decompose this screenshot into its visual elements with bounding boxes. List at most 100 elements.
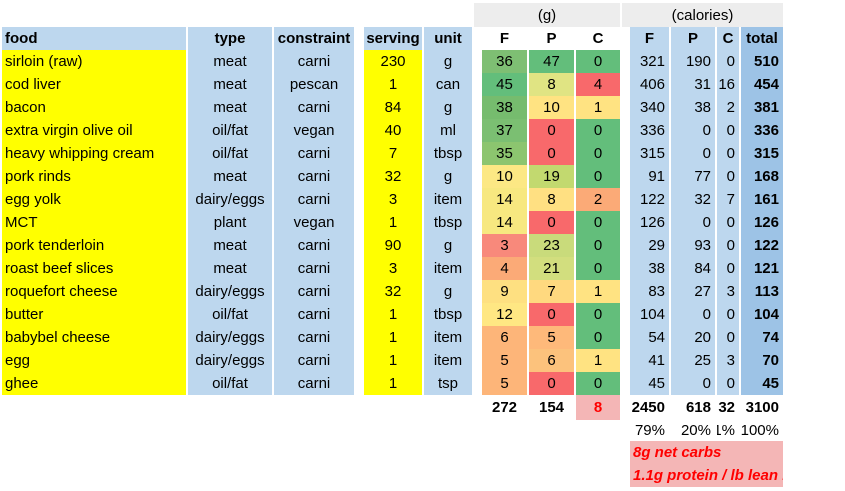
constraint-cell[interactable]: carni (274, 96, 354, 119)
constraint-cell[interactable]: carni (274, 280, 354, 303)
carb-calories-cell[interactable]: 3 (717, 349, 739, 372)
protein-calories-cell[interactable]: 20 (671, 326, 715, 349)
header-gF[interactable]: F (499, 30, 510, 47)
carb-grams-cell[interactable]: 4 (576, 73, 620, 96)
food-cell[interactable]: cod liver (2, 73, 186, 96)
unit-cell[interactable]: tbsp (424, 211, 472, 234)
food-cell[interactable]: pork tenderloin (2, 234, 186, 257)
type-cell[interactable]: oil/fat (188, 142, 272, 165)
fat-grams-cell[interactable]: 45 (482, 73, 527, 96)
type-cell[interactable]: dairy/eggs (188, 280, 272, 303)
serving-cell[interactable]: 84 (364, 96, 422, 119)
total-percent[interactable]: 100% (741, 422, 779, 439)
serving-cell[interactable]: 1 (364, 303, 422, 326)
protein-grams-cell[interactable]: 6 (529, 349, 574, 372)
protein-grams-cell[interactable]: 21 (529, 257, 574, 280)
unit-cell[interactable]: g (424, 280, 472, 303)
constraint-cell[interactable]: carni (274, 372, 354, 395)
protein-calories-cell[interactable]: 0 (671, 142, 715, 165)
total-calories-cell[interactable]: 381 (741, 96, 783, 119)
food-cell[interactable]: sirloin (raw) (2, 50, 186, 73)
food-cell[interactable]: pork rinds (2, 165, 186, 188)
fat-calories-cell[interactable]: 83 (630, 280, 669, 303)
type-cell[interactable]: plant (188, 211, 272, 234)
fat-grams-cell[interactable]: 4 (482, 257, 527, 280)
constraint-cell[interactable]: carni (274, 303, 354, 326)
protein-calories-cell[interactable]: 31 (671, 73, 715, 96)
protein-calories-cell[interactable]: 27 (671, 280, 715, 303)
header-unit[interactable]: unit (424, 27, 472, 50)
header-food[interactable]: food (2, 27, 186, 50)
serving-cell[interactable]: 32 (364, 280, 422, 303)
fat-calories-cell[interactable]: 321 (630, 50, 669, 73)
total-calories[interactable]: 3100 (745, 399, 779, 416)
fat-grams-cell[interactable]: 35 (482, 142, 527, 165)
header-type[interactable]: type (188, 27, 272, 50)
protein-calories-cell[interactable]: 0 (671, 211, 715, 234)
carb-calories-cell[interactable]: 2 (717, 96, 739, 119)
total-carb-grams[interactable]: 8 (576, 395, 620, 420)
protein-calories-cell[interactable]: 0 (671, 303, 715, 326)
type-cell[interactable]: dairy/eggs (188, 188, 272, 211)
food-cell[interactable]: babybel cheese (2, 326, 186, 349)
fat-calories-cell[interactable]: 45 (630, 372, 669, 395)
total-fat-calories[interactable]: 2450 (631, 399, 665, 416)
protein-grams-cell[interactable]: 0 (529, 211, 574, 234)
serving-cell[interactable]: 3 (364, 188, 422, 211)
type-cell[interactable]: dairy/eggs (188, 349, 272, 372)
total-calories-cell[interactable]: 70 (741, 349, 783, 372)
header-serving[interactable]: serving (364, 27, 422, 50)
carb-calories-cell[interactable]: 0 (717, 142, 739, 165)
total-calories-cell[interactable]: 168 (741, 165, 783, 188)
protein-grams-cell[interactable]: 19 (529, 165, 574, 188)
serving-cell[interactable]: 1 (364, 326, 422, 349)
carb-grams-cell[interactable]: 0 (576, 165, 620, 188)
note-net-carbs[interactable]: 8g net carbs (630, 441, 783, 464)
header-cP[interactable]: P (671, 27, 715, 50)
constraint-cell[interactable]: carni (274, 142, 354, 165)
type-cell[interactable]: meat (188, 234, 272, 257)
serving-cell[interactable]: 230 (364, 50, 422, 73)
constraint-cell[interactable]: vegan (274, 119, 354, 142)
type-cell[interactable]: meat (188, 50, 272, 73)
fat-grams-cell[interactable]: 6 (482, 326, 527, 349)
constraint-cell[interactable]: carni (274, 188, 354, 211)
protein-percent[interactable]: 20% (680, 422, 711, 439)
unit-cell[interactable]: g (424, 96, 472, 119)
unit-cell[interactable]: g (424, 234, 472, 257)
protein-grams-cell[interactable]: 10 (529, 96, 574, 119)
serving-cell[interactable]: 40 (364, 119, 422, 142)
constraint-cell[interactable]: carni (274, 165, 354, 188)
food-cell[interactable]: egg (2, 349, 186, 372)
fat-calories-cell[interactable]: 126 (630, 211, 669, 234)
header-gC[interactable]: C (592, 30, 604, 47)
total-calories-cell[interactable]: 510 (741, 50, 783, 73)
total-calories-cell[interactable]: 336 (741, 119, 783, 142)
carb-grams-cell[interactable]: 1 (576, 96, 620, 119)
total-calories-cell[interactable]: 122 (741, 234, 783, 257)
carb-calories-cell[interactable]: 0 (717, 50, 739, 73)
serving-cell[interactable]: 1 (364, 73, 422, 96)
food-cell[interactable]: egg yolk (2, 188, 186, 211)
protein-grams-cell[interactable]: 7 (529, 280, 574, 303)
header-cF[interactable]: F (630, 27, 669, 50)
unit-cell[interactable]: tbsp (424, 142, 472, 165)
fat-calories-cell[interactable]: 315 (630, 142, 669, 165)
fat-grams-cell[interactable]: 14 (482, 188, 527, 211)
carb-calories-cell[interactable]: 3 (717, 280, 739, 303)
protein-calories-cell[interactable]: 32 (671, 188, 715, 211)
fat-calories-cell[interactable]: 406 (630, 73, 669, 96)
unit-cell[interactable]: item (424, 326, 472, 349)
header-constraint[interactable]: constraint (274, 27, 354, 50)
carb-calories-cell[interactable]: 0 (717, 257, 739, 280)
total-calories-cell[interactable]: 74 (741, 326, 783, 349)
protein-calories-cell[interactable]: 25 (671, 349, 715, 372)
carb-grams-cell[interactable]: 0 (576, 257, 620, 280)
protein-grams-cell[interactable]: 23 (529, 234, 574, 257)
constraint-cell[interactable]: vegan (274, 211, 354, 234)
carb-percent[interactable]: 1% (717, 422, 735, 439)
fat-grams-cell[interactable]: 9 (482, 280, 527, 303)
protein-calories-cell[interactable]: 190 (671, 50, 715, 73)
fat-grams-cell[interactable]: 5 (482, 349, 527, 372)
serving-cell[interactable]: 90 (364, 234, 422, 257)
